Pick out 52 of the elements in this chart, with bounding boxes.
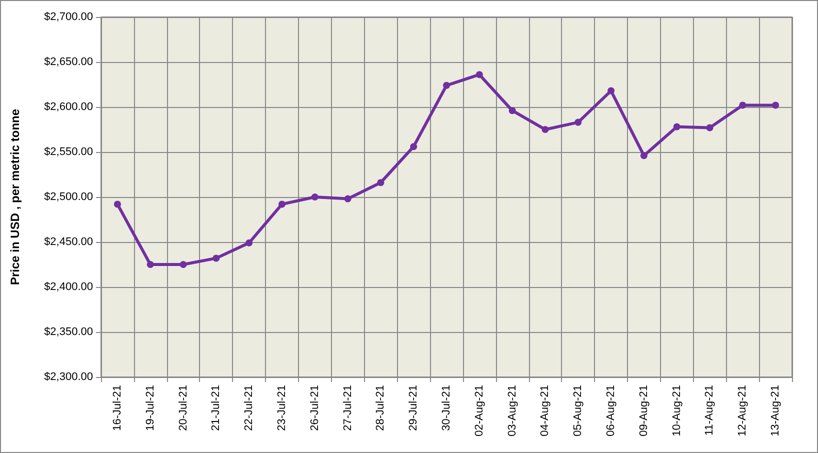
point (344, 195, 352, 202)
point (410, 143, 418, 150)
x-tick-label: 19-Jul-21 (144, 385, 156, 431)
point (212, 254, 220, 262)
x-tick-label: 26-Jul-21 (308, 385, 321, 431)
x-tick-label: 13-Aug-21 (770, 385, 782, 436)
y-tick-label: $2,700.00 (44, 11, 93, 23)
point (377, 179, 384, 186)
point (739, 102, 746, 109)
x-tick-label: 16-Jul-21 (111, 385, 124, 431)
point (574, 118, 582, 126)
x-tick-label: 10-Aug-21 (670, 385, 683, 436)
x-tick-label: 03-Aug-21 (506, 385, 518, 436)
x-tick-label: 30-Jul-21 (440, 385, 452, 431)
x-tick-label: 21-Jul-21 (210, 385, 222, 431)
point (772, 102, 780, 109)
x-tick-label: 22-Jul-21 (243, 385, 256, 431)
y-tick-label: $2,350.00 (44, 326, 93, 338)
y-tick-label: $2,300.00 (44, 371, 93, 383)
x-tick-label: 12-Aug-21 (736, 385, 749, 436)
point (640, 152, 648, 160)
point (608, 87, 615, 94)
x-tick-label: 09-Aug-21 (638, 385, 650, 436)
x-tick-label: 20-Jul-21 (177, 385, 190, 431)
y-axis-title: Price in USD , per metric tonne (8, 108, 22, 286)
point (476, 71, 483, 78)
y-tick-label: $2,450.00 (44, 236, 93, 248)
point (706, 124, 714, 132)
point (246, 239, 253, 246)
y-tick-label: $2,400.00 (44, 281, 93, 293)
x-tick-label: 28-Jul-21 (374, 385, 387, 431)
point (508, 107, 516, 114)
point (114, 200, 121, 208)
point (146, 261, 154, 268)
x-tick-label: 23-Jul-21 (276, 385, 288, 431)
y-tick-label: $2,550.00 (44, 146, 93, 158)
x-tick-label: 04-Aug-21 (539, 385, 552, 436)
point (311, 194, 318, 200)
x-tick-label: 27-Jul-21 (342, 385, 354, 431)
x-tick-label: 29-Jul-21 (408, 385, 420, 431)
y-tick-label: $2,650.00 (44, 56, 93, 68)
x-tick-label: 05-Aug-21 (572, 385, 584, 436)
point (542, 126, 549, 133)
x-tick-label: 02-Aug-21 (473, 385, 486, 436)
point (443, 82, 450, 89)
x-tick-label: 06-Aug-21 (605, 385, 618, 436)
point (180, 261, 187, 268)
point (673, 123, 680, 130)
y-tick-label: $2,600.00 (44, 101, 93, 113)
y-tick-label: $2,500.00 (44, 191, 93, 203)
x-tick-label: 11-Aug-21 (704, 385, 716, 436)
point (278, 200, 286, 208)
